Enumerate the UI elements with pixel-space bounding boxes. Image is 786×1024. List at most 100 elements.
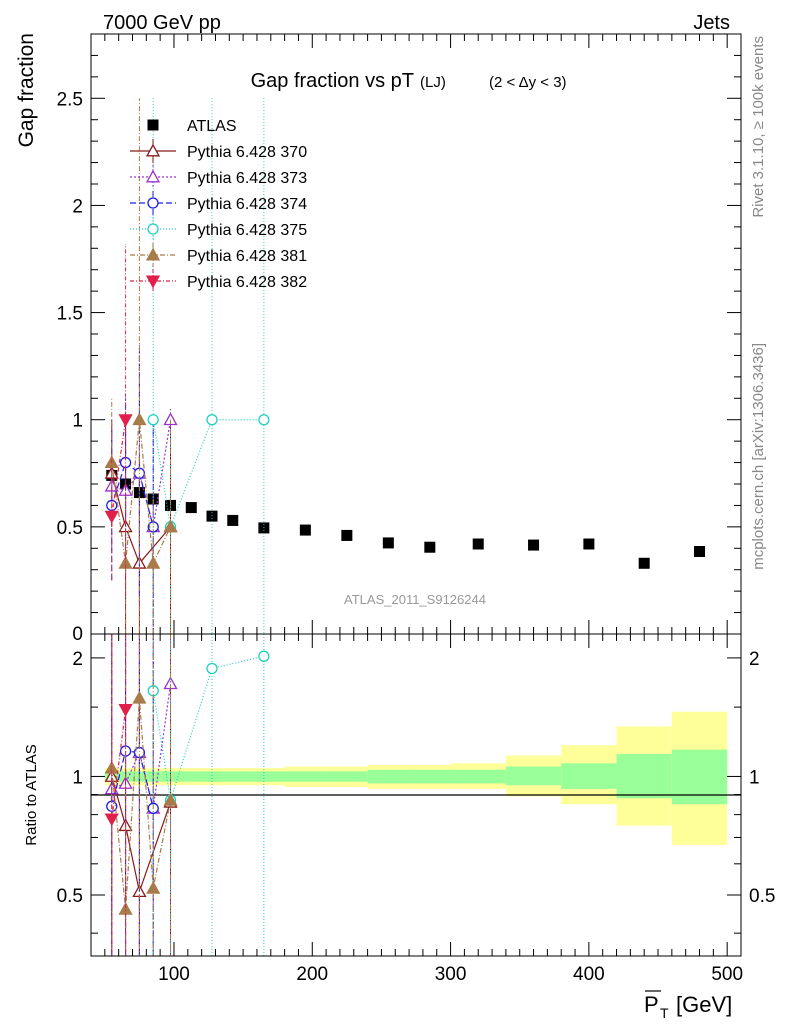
main-panel: 0.5 1 1.5 2 2.5 0 Gap fraction vs pT (LJ) (2 … (15, 33, 742, 645)
y-tick-label: 2 (72, 196, 83, 217)
legend-entry-p374: Pythia 6.428 374 (130, 191, 307, 215)
uncertainty-band-inner (222, 771, 244, 782)
series-p375 (147, 98, 270, 634)
legend-entry-p375: Pythia 6.428 375 (130, 217, 307, 241)
legend-marker (145, 143, 161, 157)
data-point (147, 414, 159, 426)
header-right: Jets (693, 12, 730, 34)
series-p381 (104, 98, 178, 634)
legend-entry-p370: Pythia 6.428 370 (130, 139, 307, 163)
uncertainty-band-inner (326, 771, 368, 782)
legend-marker (145, 169, 161, 183)
ratio-panel: 0.5 0.5 1 1 2 2 100 200 300 400 500 Ratio to ATLAS… (23, 633, 775, 1021)
data-point (694, 546, 706, 557)
data-point (104, 510, 119, 524)
uncertainty-band-inner (450, 769, 506, 784)
ratio-line (111, 776, 172, 894)
series-line (152, 419, 264, 530)
y-tick-label: 1 (72, 411, 83, 432)
uncertainty-band-inner (671, 749, 728, 805)
ratio-line (111, 709, 127, 820)
rivet-version-label: Rivet 3.1.10, ≥ 100k events (750, 36, 767, 218)
y-tick-label-zero: 0 (72, 624, 83, 645)
ratio-point (146, 880, 161, 894)
ratio-point (258, 650, 270, 662)
x-axis-label: P T [GeV] (644, 990, 732, 1021)
data-point (583, 538, 595, 550)
uncertainty-band-inner (409, 769, 451, 784)
ratio-point (132, 690, 147, 704)
data-point (341, 529, 353, 541)
uncertainty-band-inner (561, 763, 617, 789)
ratio-line (111, 698, 172, 910)
x-axis-label-unit: [GeV] (676, 992, 732, 1017)
legend-entry-p382: Pythia 6.428 382 (130, 269, 307, 293)
legend-label: Pythia 6.428 373 (187, 170, 307, 187)
legend-marker (147, 119, 159, 131)
series-p370 (104, 419, 178, 634)
legend-entry-p373: Pythia 6.428 373 (130, 165, 307, 189)
data-point (185, 502, 197, 514)
x-tick-label: 400 (573, 964, 605, 985)
data-point (163, 412, 178, 426)
header-left: 7000 GeV pp (103, 12, 221, 34)
data-point (424, 541, 436, 553)
ratio-panel-frame (90, 633, 742, 957)
uncertainty-band-inner (367, 769, 410, 784)
legend-label: Pythia 6.428 374 (187, 196, 307, 213)
plot-title: Gap fraction vs pT (251, 70, 414, 92)
ratio-line (111, 750, 154, 809)
legend-label: Pythia 6.428 381 (187, 248, 307, 265)
y-axis-label: Gap fraction (15, 33, 38, 147)
data-point (528, 539, 540, 551)
legend: ATLAS Pythia 6.428 370 Pythia 6.428 373 Pyt… (130, 118, 307, 293)
legend-label: Pythia 6.428 382 (187, 274, 307, 291)
legend-entry-p381: Pythia 6.428 381 (130, 243, 307, 267)
legend-label: Pythia 6.428 370 (187, 144, 307, 161)
plot-title-sub: (LJ) (420, 74, 446, 91)
y-tick-label: 1.5 (57, 304, 83, 325)
data-point (472, 538, 484, 550)
data-point (118, 414, 133, 428)
data-point (258, 414, 270, 426)
ratio-y-tick-label: 1 (72, 767, 83, 788)
legend-entry-atlas: ATLAS (147, 118, 237, 135)
ratio-point (118, 703, 133, 717)
legend-label: ATLAS (187, 118, 237, 135)
legend-marker (147, 197, 159, 209)
legend-marker (145, 275, 161, 289)
analysis-watermark: ATLAS_2011_S9126244 (344, 592, 486, 607)
data-point (146, 555, 161, 569)
series-line (111, 419, 172, 566)
uncertainty-band-inner (284, 771, 327, 782)
x-tick-label: 500 (711, 964, 743, 985)
data-point (638, 557, 650, 569)
ratio-point (104, 813, 119, 827)
x-tick-label: 300 (435, 964, 467, 985)
series-line (111, 473, 171, 565)
x-axis-label-t: T (660, 1005, 669, 1021)
series-line (111, 461, 154, 528)
ratio-y-axis-label: Ratio to ATLAS (23, 744, 40, 845)
series-p382 (104, 244, 133, 596)
ratio-y-tick-label-right: 1 (749, 767, 760, 788)
plot-title-range: (2 < Δy < 3) (489, 74, 567, 91)
data-point (132, 412, 147, 426)
ratio-point (206, 662, 218, 675)
data-point (299, 524, 311, 536)
ratio-y-tick-label-right: 0.5 (749, 886, 775, 907)
uncertainty-band-inner (243, 771, 285, 782)
data-point (206, 414, 218, 426)
ratio-y-tick-label-right: 2 (749, 649, 760, 670)
series-atlas (106, 469, 706, 569)
y-tick-label: 2.5 (57, 89, 83, 110)
uncertainty-band-inner (180, 771, 202, 782)
ratio-y-tick-label: 0.5 (57, 886, 83, 907)
ratio-series-p381 (104, 634, 178, 956)
ratio-point (163, 792, 178, 806)
ratio-series-p382 (104, 634, 133, 956)
data-point (163, 519, 178, 533)
uncertainty-band-inner (505, 766, 562, 786)
x-axis-label-p: P (644, 992, 659, 1017)
